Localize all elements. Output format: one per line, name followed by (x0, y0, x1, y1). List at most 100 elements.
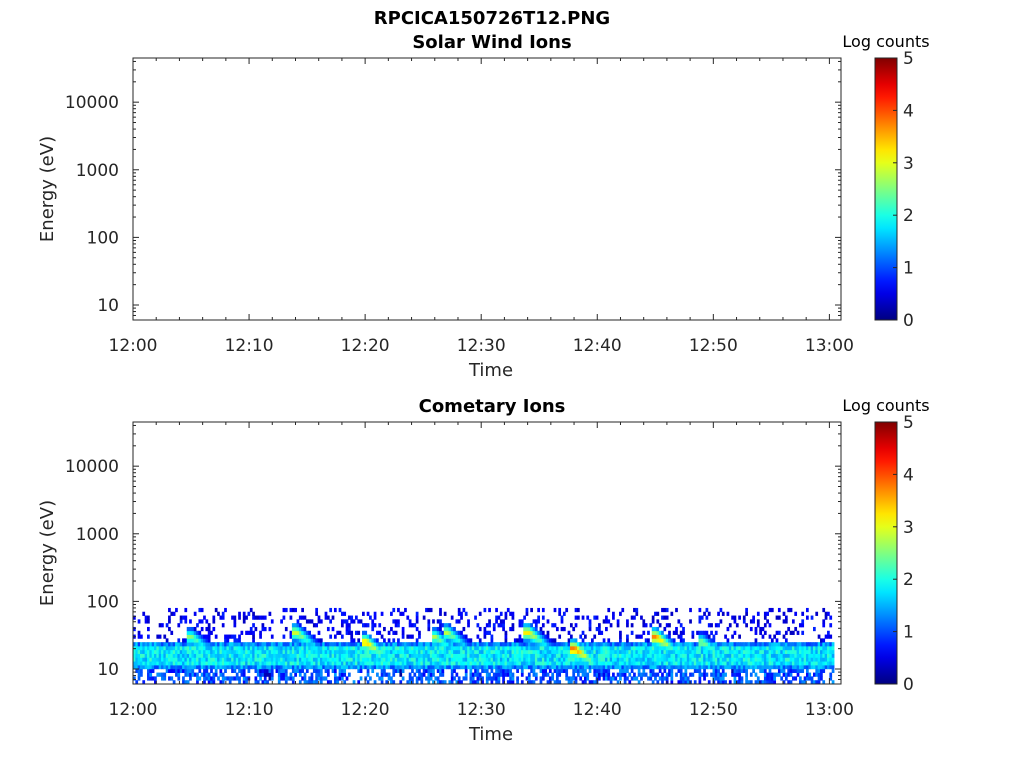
heatmap-cell (364, 661, 368, 666)
heatmap-cell (376, 645, 379, 651)
heatmap-cell (394, 645, 398, 651)
heatmap-cell (544, 645, 548, 651)
heatmap-cell (196, 672, 199, 677)
heatmap-cell (647, 649, 650, 654)
heatmap-cell (182, 664, 185, 670)
heatmap-cell (247, 657, 251, 662)
heatmap-cell (495, 607, 498, 613)
heatmap-cell (378, 657, 382, 662)
heatmap-cell (777, 653, 781, 658)
heatmap-cell (551, 676, 555, 681)
heatmap-cell (567, 664, 571, 670)
heatmap-cell (541, 645, 545, 651)
heatmap-cell (221, 645, 225, 651)
heatmap-cell (415, 615, 419, 620)
heatmap-cell (380, 611, 384, 616)
heatmap-cell (628, 664, 632, 670)
heatmap-cell (759, 649, 762, 654)
heatmap-cell (670, 680, 674, 685)
heatmap-cell (497, 668, 501, 673)
heatmap-cell (443, 638, 447, 643)
heatmap-cell (186, 649, 190, 654)
heatmap-cell (740, 645, 744, 651)
heatmap-cell (172, 661, 176, 666)
heatmap-cell (504, 634, 508, 639)
heatmap-cell (511, 661, 515, 666)
heatmap-cell (789, 645, 793, 651)
heatmap-cell (824, 615, 828, 620)
heatmap-cell (457, 634, 461, 639)
heatmap-cell (621, 607, 625, 613)
heatmap-cell (189, 664, 192, 670)
heatmap-cell (151, 664, 155, 670)
heatmap-cell (254, 626, 258, 632)
heatmap-cell (443, 623, 447, 628)
heatmap-cell (649, 649, 653, 654)
heatmap-cell (151, 653, 155, 658)
x-axis: 12:00 12:10 12:20 12:30 12:40 12:50 13:00 (109, 422, 854, 720)
heatmap-cell (707, 664, 711, 670)
heatmap-cell (369, 645, 372, 651)
heatmap-cell (205, 642, 209, 647)
heatmap-cell (380, 653, 384, 658)
heatmap-cell (256, 668, 260, 673)
heatmap-cell (651, 664, 655, 670)
heatmap-cell (352, 664, 356, 670)
heatmap-cell (749, 653, 753, 658)
heatmap-cell (226, 657, 230, 662)
heatmap-cell (294, 626, 297, 632)
heatmap-cell (219, 649, 223, 654)
heatmap-cell (280, 653, 283, 658)
heatmap-cell (457, 649, 461, 654)
heatmap-cell (340, 623, 344, 628)
heatmap-cell (478, 626, 482, 632)
heatmap-cell (721, 661, 725, 666)
heatmap-cell (287, 642, 290, 647)
heatmap-cell (735, 649, 739, 654)
heatmap-cell (595, 657, 599, 662)
y-tick: 100 (87, 592, 841, 612)
heatmap-cell (305, 668, 309, 673)
heatmap-cell (340, 672, 344, 677)
heatmap-cell (591, 657, 594, 662)
heatmap-cell (506, 607, 510, 613)
heatmap-cell (584, 676, 587, 681)
heatmap-cell (142, 611, 146, 616)
heatmap-cell (768, 634, 772, 639)
heatmap-cell (357, 630, 361, 635)
heatmap-cell (712, 653, 716, 658)
heatmap-cell (275, 657, 279, 662)
heatmap-cell (144, 664, 148, 670)
heatmap-cell (364, 645, 368, 651)
heatmap-cell (336, 661, 340, 666)
heatmap-cell (728, 649, 732, 654)
heatmap-cell (441, 657, 445, 662)
heatmap-cell (768, 672, 772, 677)
heatmap-cell (815, 672, 819, 677)
heatmap-cell (558, 653, 562, 658)
heatmap-cell (441, 623, 445, 628)
heatmap-cell (633, 645, 636, 651)
heatmap-cell (675, 672, 678, 677)
heatmap-cell (203, 676, 206, 681)
heatmap-cell (347, 645, 351, 651)
heatmap-cell (369, 657, 372, 662)
heatmap-cell (815, 657, 819, 662)
heatmap-cell (305, 642, 309, 647)
heatmap-cell (497, 672, 501, 677)
heatmap-cell (462, 634, 466, 639)
heatmap-cell (448, 630, 452, 635)
heatmap-cell (154, 657, 157, 662)
heatmap-cell (259, 642, 262, 647)
heatmap-cell (626, 676, 629, 681)
heatmap-cell (675, 645, 678, 651)
heatmap-cell (133, 615, 136, 620)
heatmap-cell (588, 642, 592, 647)
heatmap-cell (163, 642, 167, 647)
heatmap-cell (794, 661, 798, 666)
heatmap-cell (530, 642, 533, 647)
heatmap-cell (612, 661, 615, 666)
heatmap-cell (224, 653, 227, 658)
heatmap-cell (670, 676, 674, 681)
heatmap-cell (527, 626, 531, 632)
